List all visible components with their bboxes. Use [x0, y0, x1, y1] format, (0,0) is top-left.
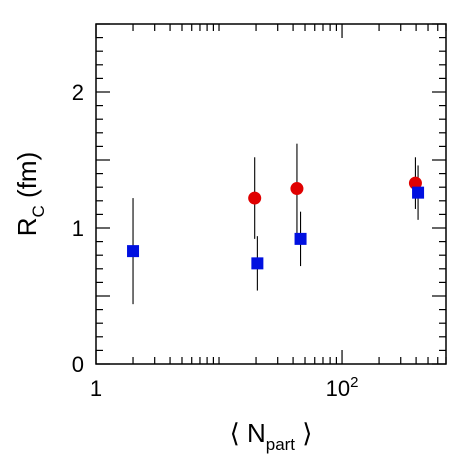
plot-frame [95, 23, 447, 365]
x-axis-title: ⟨ Npart ⟩ [230, 418, 313, 454]
data-point-circle [248, 191, 262, 205]
y-tick-label: 2 [72, 80, 84, 105]
x-tick-label: 1 [90, 376, 102, 401]
data-point-square [294, 232, 307, 245]
data-point-square [251, 257, 264, 270]
data-point-circle [408, 176, 422, 190]
data-point-circle [290, 182, 304, 196]
data-point-square [127, 245, 140, 258]
y-tick-label: 0 [72, 352, 84, 377]
x-tick-label: 102 [326, 374, 359, 401]
y-tick-label: 1 [72, 216, 84, 241]
axes-layer [95, 23, 447, 365]
y-axis-title: RC (fm) [12, 152, 48, 236]
data-point-square [412, 186, 425, 199]
marks-layer [127, 143, 425, 305]
